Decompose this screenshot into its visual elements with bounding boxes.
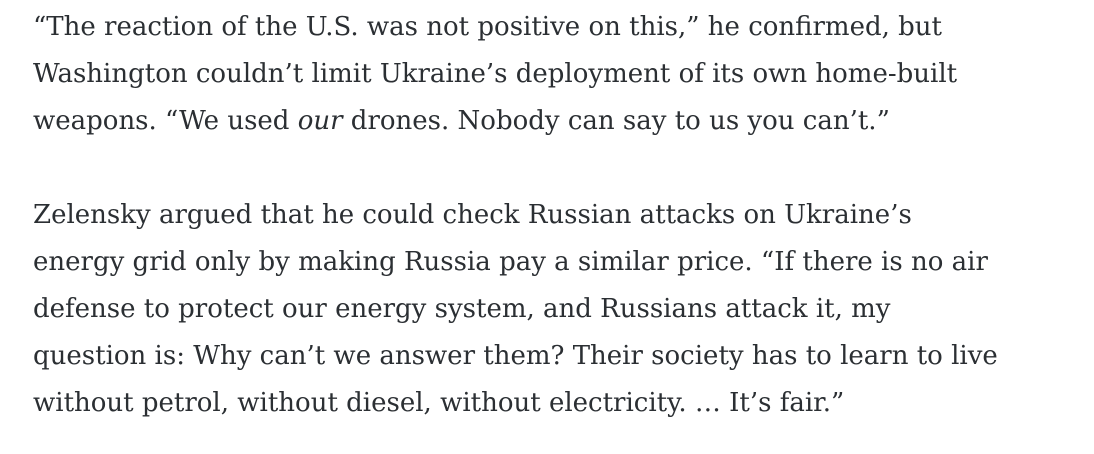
article-paragraph: “The reaction of the U.S. was not positi… (33, 4, 1074, 145)
article-paragraph: Zelensky argued that he could check Russ… (33, 192, 1074, 427)
text-line: defense to protect our energy system, an… (33, 286, 1074, 333)
text-segment: energy grid only by making Russia pay a … (33, 247, 988, 277)
text-segment: Washington couldn’t limit Ukraine’s depl… (33, 59, 958, 89)
text-segment: defense to protect our energy system, an… (33, 294, 891, 324)
text-segment: drones. Nobody can say to us you can’t.” (342, 106, 890, 136)
text-line: Zelensky argued that he could check Russ… (33, 192, 1074, 239)
text-line: without petrol, without diesel, without … (33, 380, 1074, 427)
text-segment: without petrol, without diesel, without … (33, 388, 845, 418)
text-segment: question is: Why can’t we answer them? T… (33, 341, 998, 371)
article-body: “The reaction of the U.S. was not positi… (33, 4, 1074, 427)
text-segment: Zelensky argued that he could check Russ… (33, 200, 912, 230)
text-segment: “The reaction of the U.S. was not positi… (33, 12, 942, 42)
text-line: energy grid only by making Russia pay a … (33, 239, 1074, 286)
text-line: weapons. “We used our drones. Nobody can… (33, 98, 1074, 145)
text-line: “The reaction of the U.S. was not positi… (33, 4, 1074, 51)
text-segment: weapons. “We used (33, 106, 298, 136)
text-line: question is: Why can’t we answer them? T… (33, 333, 1074, 380)
emphasized-text: our (297, 106, 343, 136)
text-line: Washington couldn’t limit Ukraine’s depl… (33, 51, 1074, 98)
